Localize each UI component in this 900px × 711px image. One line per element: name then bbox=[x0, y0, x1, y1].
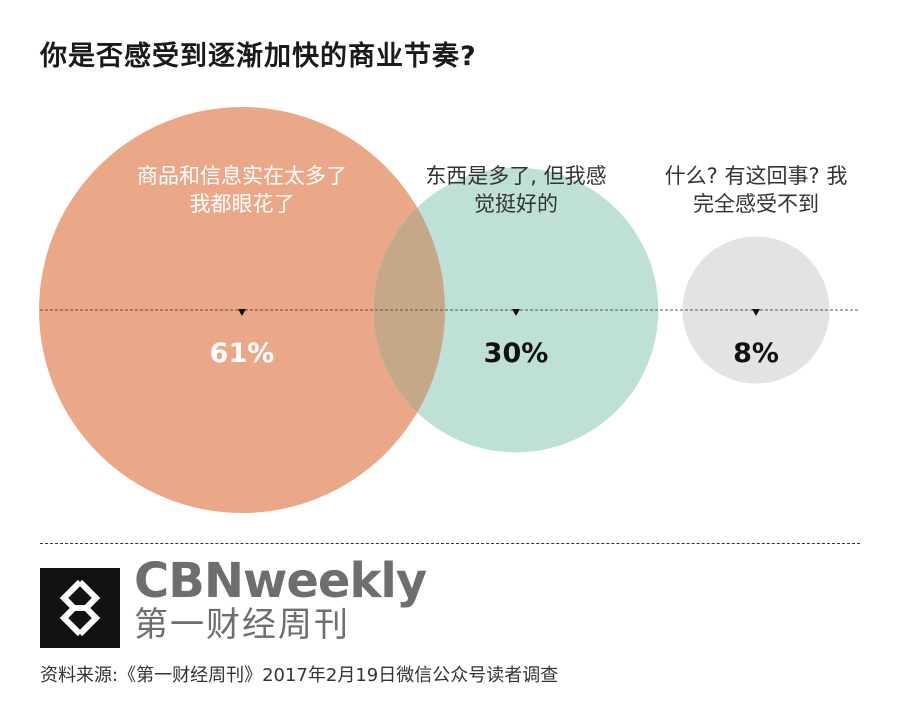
brand-name-en: CBNweekly bbox=[134, 553, 427, 609]
bubble-overlap bbox=[373, 207, 445, 413]
bubble-1-value-label: 61% bbox=[210, 338, 275, 369]
bubble-marker-2 bbox=[512, 309, 520, 316]
bubble-2-label-line-1: 东西是多了, 但我感 bbox=[425, 164, 606, 188]
bubble-marker-3 bbox=[752, 309, 760, 316]
brand-name-cn: 第一财经周刊 bbox=[134, 605, 350, 645]
bubble-1-label-line-2: 我都眼花了 bbox=[190, 192, 295, 216]
footer-divider bbox=[40, 543, 860, 544]
bubble-2-value-label: 30% bbox=[484, 338, 549, 369]
bubble-1-label-line-1: 商品和信息实在太多了 bbox=[137, 164, 347, 188]
source-note: 资料来源:《第一财经周刊》2017年2月19日微信公众号读者调查 bbox=[40, 665, 559, 686]
chart-title: 你是否感受到逐渐加快的商业节奏? bbox=[40, 41, 477, 72]
cbnweekly-logo-icon bbox=[40, 568, 120, 648]
bubble-marker-1 bbox=[238, 309, 246, 316]
bubble-3-label-line-2: 完全感受不到 bbox=[693, 192, 819, 216]
bubble-2-label-line-2: 觉挺好的 bbox=[474, 192, 558, 216]
bubble-3-value-label: 8% bbox=[733, 338, 779, 369]
bubble-3-label-line-1: 什么? 有这回事? 我 bbox=[665, 164, 848, 188]
